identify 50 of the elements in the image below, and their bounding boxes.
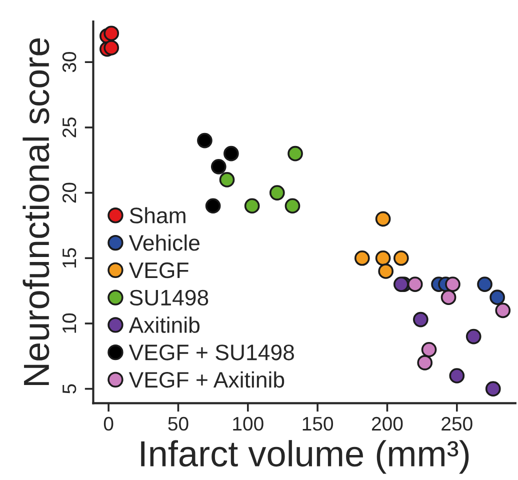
- point: [477, 276, 492, 292]
- point: [284, 198, 300, 214]
- point: [412, 312, 428, 328]
- point: [205, 198, 221, 214]
- point: [104, 26, 120, 42]
- point: [219, 172, 235, 188]
- legend-label: Vehicle: [128, 234, 200, 251]
- legend-label: SU1498: [130, 290, 208, 306]
- point: [375, 250, 391, 266]
- point: [354, 250, 370, 266]
- legend-label: VEGF + Axitinib: [128, 371, 284, 388]
- x-tick-label: 100: [233, 416, 264, 431]
- x-tick-label: 150: [302, 416, 334, 431]
- point: [375, 211, 391, 227]
- y-tick-label: 10: [62, 313, 76, 333]
- point: [378, 264, 394, 279]
- x-tick-label: 200: [372, 416, 403, 431]
- point: [393, 250, 409, 266]
- point: [269, 185, 285, 200]
- point: [104, 40, 120, 56]
- legend-label: Sham: [130, 207, 186, 224]
- x-tick-label: 250: [442, 416, 472, 431]
- point: [440, 290, 456, 306]
- x-tick-label: 50: [168, 416, 188, 431]
- point: [466, 328, 482, 344]
- point: [495, 302, 511, 318]
- point: [421, 342, 437, 358]
- point: [485, 381, 501, 396]
- legend-label: Axitinib: [128, 316, 200, 333]
- point: [449, 368, 465, 384]
- y-tick-label: 15: [62, 248, 76, 268]
- point: [490, 290, 505, 306]
- legend-label: VEGF: [128, 262, 188, 278]
- point: [224, 146, 239, 162]
- point: [407, 276, 423, 292]
- point: [288, 146, 303, 162]
- x-axis-title: Infarct volume (mm³): [141, 440, 469, 474]
- point: [393, 276, 409, 292]
- legend-label: VEGF + SU1498: [128, 344, 294, 360]
- y-tick-label: 30: [62, 52, 76, 72]
- point: [210, 158, 226, 174]
- point: [197, 132, 212, 148]
- y-axis-title: Neurofunctional score: [22, 38, 50, 386]
- y-tick-label: 25: [62, 117, 76, 138]
- y-tick-label: 5: [62, 384, 76, 394]
- y-tick-label: 20: [62, 182, 76, 203]
- point: [445, 276, 460, 292]
- point: [244, 198, 260, 214]
- point: [417, 355, 433, 370]
- x-tick-label: 0: [104, 416, 114, 431]
